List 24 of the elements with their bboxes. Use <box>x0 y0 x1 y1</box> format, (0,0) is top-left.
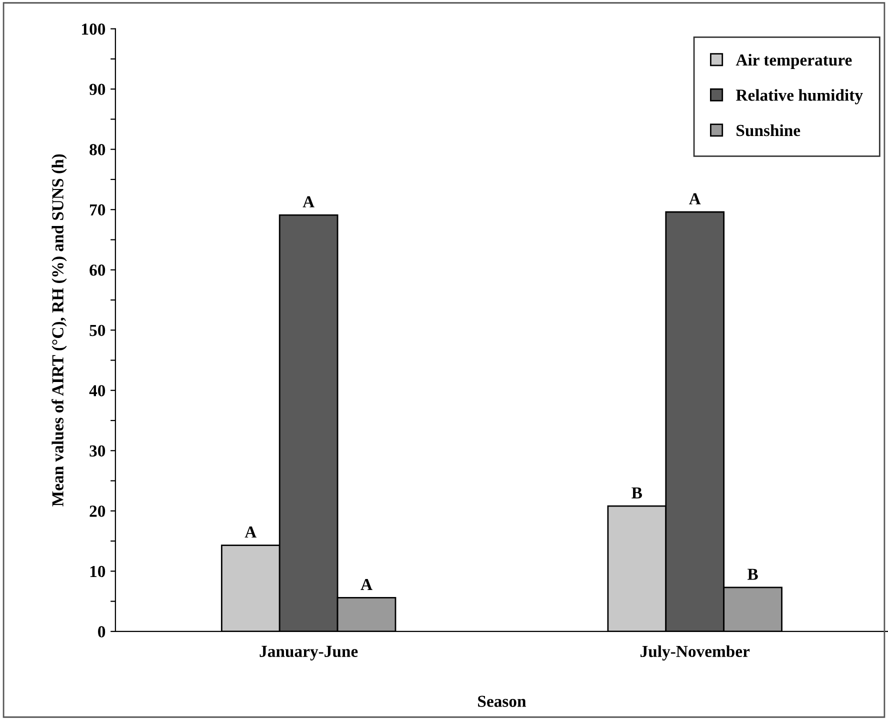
y-tick-label: 10 <box>90 566 106 578</box>
x-tick-label: January-June <box>260 646 358 660</box>
y-tick-label: 30 <box>90 445 106 457</box>
legend-label: Relative humidity <box>736 89 863 104</box>
y-tick-label: 20 <box>90 506 106 517</box>
y-axis-title: Mean values of AIRT (°C), RH (%) and SUNS (h) <box>52 154 67 506</box>
y-tick-label: 50 <box>90 324 106 336</box>
data-label: A <box>244 526 257 538</box>
data-label: B <box>748 568 758 580</box>
data-label: A <box>302 196 314 208</box>
y-tick-label: 40 <box>89 385 106 396</box>
y-tick-label: 100 <box>82 24 106 35</box>
data-label: B <box>632 487 642 498</box>
y-tick-label: 70 <box>90 204 106 216</box>
y-tick-label: 90 <box>90 84 106 96</box>
x-tick-label: July-November <box>640 645 750 660</box>
legend-label: Air temperature <box>736 54 852 70</box>
data-label: A <box>360 578 372 590</box>
x-axis-title: Season <box>478 696 526 707</box>
legend-label: Sunshine <box>736 124 800 136</box>
y-tick-label: 0 <box>98 626 106 638</box>
y-tick-label: 80 <box>90 144 106 156</box>
y-tick-label: 60 <box>90 264 106 276</box>
data-label: A <box>689 193 701 204</box>
